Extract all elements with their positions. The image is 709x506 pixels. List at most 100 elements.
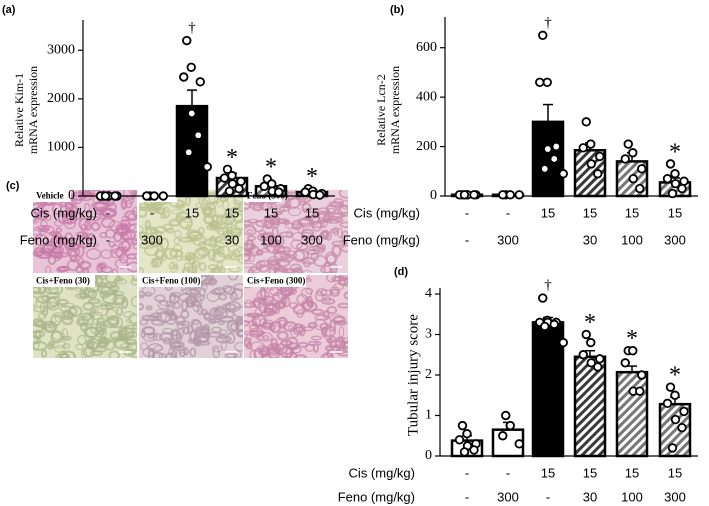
tissue-texture — [319, 230, 330, 240]
tissue-texture — [139, 231, 147, 241]
histology-image: Feno (300) — [244, 190, 348, 273]
bar — [531, 120, 565, 198]
data-point — [586, 159, 596, 169]
tissue-texture — [106, 315, 120, 326]
data-point — [514, 190, 524, 200]
y-tick-label: 600 — [416, 40, 437, 55]
data-point — [578, 143, 588, 153]
tissue-texture — [100, 249, 113, 259]
tissue-texture — [249, 349, 257, 358]
tissue-texture — [286, 196, 301, 209]
tissue-texture — [271, 226, 279, 240]
data-point — [620, 154, 630, 164]
tissue-texture — [247, 251, 255, 263]
tissue-texture — [139, 302, 145, 311]
tissue-texture — [100, 208, 117, 218]
tile-label-box — [33, 190, 71, 202]
tissue-texture — [329, 228, 338, 234]
tissue-texture — [99, 303, 114, 311]
tissue-texture — [291, 219, 303, 231]
data-point — [222, 164, 233, 174]
tissue-texture — [343, 277, 348, 288]
condition-label: 100 — [621, 489, 643, 504]
data-point — [158, 191, 168, 201]
tissue-texture — [65, 242, 72, 254]
tissue-texture — [173, 300, 181, 310]
data-point — [679, 176, 689, 186]
tissue-texture — [304, 344, 315, 352]
tissue-texture — [207, 248, 216, 262]
tissue-texture — [33, 216, 40, 224]
tissue-texture — [111, 268, 119, 273]
tissue-texture — [263, 214, 277, 223]
significance-marker: † — [544, 277, 552, 293]
condition-label: 15 — [305, 205, 319, 220]
condition-label: - — [465, 205, 469, 220]
tissue-texture — [300, 256, 316, 265]
tissue-texture — [49, 230, 59, 237]
data-point — [459, 190, 470, 200]
tissue-texture — [290, 327, 299, 338]
y-axis-label: Tubular injury score — [405, 314, 421, 436]
data-point — [662, 398, 673, 409]
tissue-texture — [180, 309, 190, 319]
significance-marker: * — [265, 155, 277, 181]
tissue-texture — [84, 326, 99, 339]
tissue-texture — [227, 244, 243, 254]
tissue-texture — [195, 327, 202, 334]
tissue-texture — [163, 247, 179, 260]
data-point — [234, 184, 244, 194]
histology-image: Cis+Feno (100) — [139, 275, 243, 358]
tissue-texture — [78, 217, 90, 231]
data-point — [219, 173, 230, 183]
tissue-texture — [237, 253, 243, 264]
tissue-texture — [87, 232, 95, 242]
tissue-texture — [102, 292, 111, 298]
data-point — [637, 164, 647, 174]
data-point — [667, 443, 678, 453]
tissue-texture — [61, 328, 69, 341]
condition-label: 15 — [541, 205, 555, 220]
y-axis-label: Relative Lcn-2 — [374, 74, 388, 146]
tissue-texture — [34, 233, 49, 247]
condition-row-label: Feno (mg/kg) — [20, 232, 97, 247]
tissue-texture — [126, 341, 137, 354]
tissue-texture — [139, 266, 145, 273]
data-point — [459, 447, 470, 457]
tissue-texture — [115, 224, 131, 235]
data-point — [670, 169, 680, 179]
data-point — [498, 431, 508, 441]
significance-marker: * — [626, 326, 638, 352]
tissue-texture — [291, 231, 304, 242]
tissue-texture — [261, 247, 270, 253]
tissue-texture — [33, 210, 39, 223]
tissue-texture — [75, 287, 82, 292]
tissue-texture — [272, 291, 286, 302]
tissue-texture — [195, 340, 211, 346]
tissue-texture — [45, 213, 52, 221]
data-point — [665, 159, 676, 169]
tissue-texture — [82, 267, 90, 273]
tissue-texture — [169, 341, 182, 350]
tissue-texture — [171, 291, 182, 298]
condition-label: - — [506, 205, 510, 220]
tissue-texture — [263, 303, 278, 316]
tissue-texture — [209, 307, 220, 318]
tissue-texture — [124, 210, 137, 221]
tile-label: Cis+Feno (100) — [142, 276, 200, 286]
significance-marker: * — [669, 363, 681, 389]
tissue-texture — [75, 231, 89, 238]
tissue-texture — [64, 201, 75, 212]
tissue-texture — [91, 202, 108, 210]
tissue-texture — [145, 291, 152, 298]
data-point — [581, 329, 591, 340]
y-axis-label: mRNA expression — [26, 66, 40, 154]
tissue-texture — [227, 228, 241, 236]
tissue-texture — [108, 350, 121, 358]
tissue-texture — [144, 235, 160, 244]
data-point — [227, 170, 237, 181]
tissue-texture — [221, 302, 237, 311]
tissue-texture — [123, 190, 137, 199]
tissue-texture — [131, 275, 137, 282]
tissue-texture — [178, 347, 186, 354]
